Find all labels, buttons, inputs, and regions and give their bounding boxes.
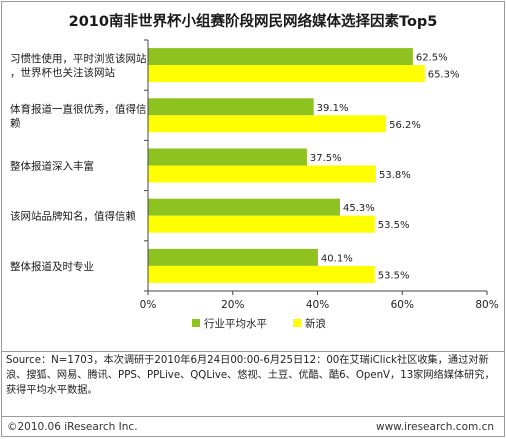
- bar-industry-avg: [148, 248, 318, 266]
- legend-label: 新浪: [305, 317, 326, 330]
- category-label: 整体报道及时专业: [10, 260, 94, 273]
- x-tick-label: 80%: [475, 299, 498, 311]
- category-label: 习惯性使用，平时浏览该网站，世界杯也关注该网站: [10, 52, 147, 79]
- data-label: 45.3%: [343, 203, 375, 214]
- data-label: 62.5%: [416, 53, 448, 64]
- category-label: 整体报道深入丰富: [10, 160, 94, 173]
- bar-sina: [148, 215, 375, 233]
- chart-title: 2010南非世界杯小组赛阶段网民网络媒体选择因素Top5: [68, 14, 438, 30]
- legend-swatch: [192, 319, 200, 327]
- bar-industry-avg: [148, 98, 314, 116]
- website: www.iresearch.com.cn: [375, 421, 494, 433]
- bar-industry-avg: [148, 148, 307, 166]
- data-label: 40.1%: [321, 253, 353, 264]
- bar-industry-avg: [148, 48, 413, 66]
- data-label: 65.3%: [428, 70, 460, 81]
- category-label: 该网站品牌知名，值得信赖: [10, 210, 136, 223]
- category-label: 体育报道一直很优秀，值得信赖: [10, 102, 147, 129]
- footer-bar: [1, 416, 504, 436]
- legend-label: 行业平均水平: [204, 317, 267, 330]
- x-tick-label: 20%: [221, 299, 244, 311]
- source-note: Source：N=1703，本次调研于2010年6月24日00:00-6月25日…: [6, 355, 495, 396]
- x-tick-label: 40%: [306, 299, 329, 311]
- x-tick-label: 60%: [391, 299, 414, 311]
- x-tick-label: 0%: [140, 299, 157, 311]
- data-label: 53.5%: [378, 220, 410, 231]
- bar-sina: [148, 115, 387, 133]
- copyright: ©2010.06 iResearch Inc.: [7, 421, 138, 433]
- data-label: 39.1%: [317, 103, 349, 114]
- data-label: 56.2%: [389, 120, 421, 131]
- data-label: 37.5%: [310, 153, 342, 164]
- legend-swatch: [293, 319, 301, 327]
- bar-industry-avg: [148, 198, 340, 216]
- data-label: 53.8%: [379, 170, 411, 181]
- data-label: 53.5%: [378, 270, 410, 281]
- bar-sina: [148, 65, 425, 83]
- bar-sina: [148, 165, 376, 183]
- source-box: [1, 351, 504, 415]
- bar-sina: [148, 265, 375, 283]
